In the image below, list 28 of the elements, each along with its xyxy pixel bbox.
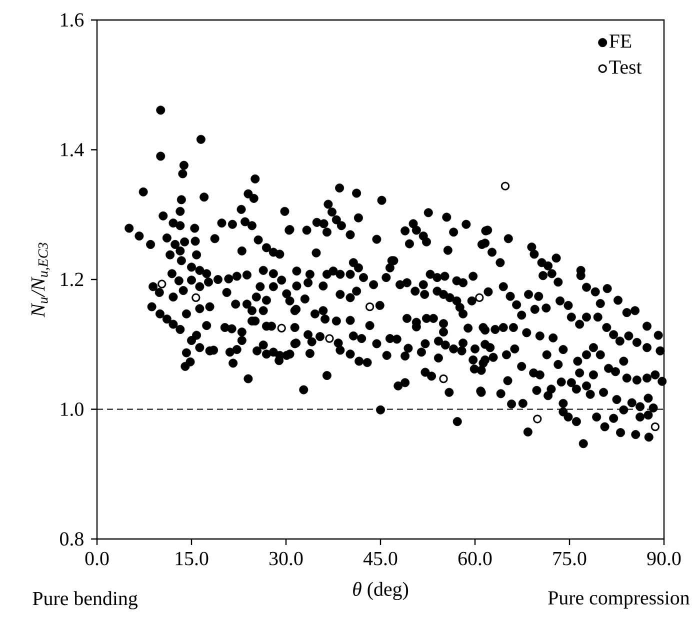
point bbox=[439, 374, 448, 384]
text: Pure compression bbox=[548, 591, 690, 609]
y-tick-label: 1.4 bbox=[61, 143, 84, 156]
point bbox=[365, 302, 374, 312]
x-tick-label: 30.0 bbox=[270, 552, 303, 566]
legend-label: Test bbox=[609, 60, 642, 74]
point bbox=[192, 293, 200, 302]
y-tick-label: 1.0 bbox=[61, 402, 84, 416]
legend-label: FE bbox=[609, 34, 632, 48]
point bbox=[533, 414, 542, 424]
point bbox=[475, 293, 484, 302]
text: Pure bending bbox=[32, 591, 138, 610]
x-tick-label: 45.0 bbox=[363, 552, 398, 566]
point bbox=[500, 182, 510, 190]
x-tick-label: 75.0 bbox=[553, 552, 586, 566]
x-tick-label: 0.0 bbox=[85, 552, 109, 566]
x-tick-label: 90.0 bbox=[647, 552, 681, 566]
y-tick-label: 1.2 bbox=[61, 272, 84, 286]
y-tick-label: 1.6 bbox=[61, 13, 84, 27]
y-axis-title: N$_{u}$/N$_{u,EC3}$ bbox=[31, 242, 50, 318]
point bbox=[325, 334, 334, 343]
x-tick-label: 60.0 bbox=[458, 552, 492, 566]
point bbox=[650, 422, 660, 432]
x-axis-title: θ (deg) bbox=[353, 582, 408, 600]
point bbox=[158, 280, 166, 288]
point bbox=[277, 324, 286, 332]
y-tick-label: 0.8 bbox=[60, 532, 84, 546]
x-tick-label: 15.0 bbox=[176, 552, 208, 566]
